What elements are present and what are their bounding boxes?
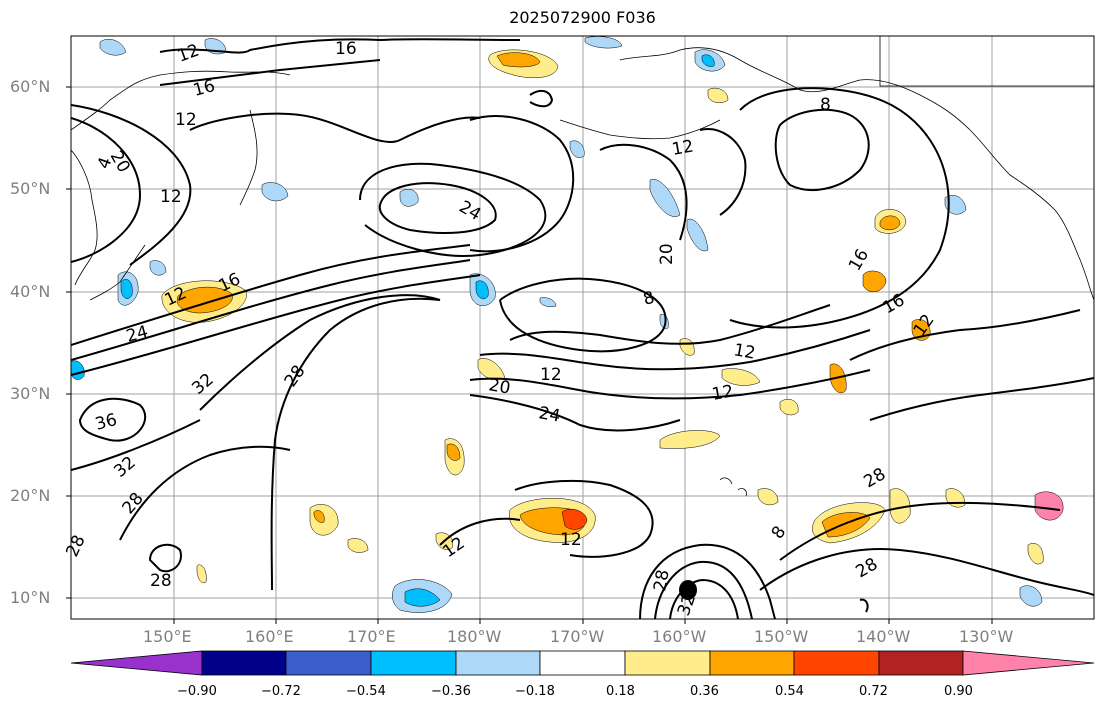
colorbar-tick-label: 0.54 — [775, 684, 804, 699]
contours — [71, 38, 1094, 619]
coastline-kamchatka — [239, 109, 258, 206]
colorbar-segment — [878, 650, 964, 676]
contour-label: 20 — [657, 243, 677, 265]
contour-label: 12 — [732, 340, 757, 363]
colorbar-segment — [624, 650, 711, 676]
contour-label: 16 — [335, 39, 357, 59]
warm-patch — [1034, 491, 1064, 521]
warm-patch — [347, 538, 369, 553]
colorbar-segment — [539, 650, 626, 676]
colorbar-segment — [201, 650, 287, 676]
colorbar-tick-label: −0.90 — [177, 684, 217, 699]
colorbar-segment — [455, 650, 541, 676]
cool-patch — [261, 182, 289, 202]
colorbar-extend-high — [962, 650, 1095, 676]
colorbar-segment — [285, 650, 372, 676]
shading-patches — [71, 36, 1064, 613]
map-title: 2025072900 F036 — [509, 8, 656, 27]
warm-patch — [779, 399, 799, 416]
colorbar-extend-low — [70, 650, 203, 676]
lon-label: 170°E — [347, 627, 396, 646]
colorbar-segment — [709, 650, 795, 676]
contour-label: 8 — [820, 95, 831, 115]
lon-label: 160°W — [652, 627, 707, 646]
colorbar-tick-label: −0.36 — [431, 684, 471, 699]
lat-label: 10°N — [10, 588, 51, 607]
cool-patch — [120, 279, 133, 299]
colorbar-tick-label: 0.90 — [944, 684, 973, 699]
cool-patch — [944, 195, 967, 215]
lat-label: 40°N — [10, 282, 51, 301]
cool-patch — [99, 39, 127, 56]
coastlines — [71, 36, 1094, 497]
contour-label: 28 — [150, 571, 172, 591]
colorbar-tick-label: −0.18 — [515, 684, 555, 699]
warm-patch — [446, 443, 461, 461]
warm-patch — [889, 488, 911, 524]
colorbar-tick-label: 0.72 — [859, 684, 888, 699]
contour-label: 8 — [641, 288, 657, 310]
cool-patch — [701, 54, 715, 67]
contour-dot — [679, 580, 697, 600]
colorbar-tick-label: −0.72 — [261, 684, 301, 699]
cool-patch — [1019, 585, 1043, 607]
warm-patch — [496, 52, 541, 68]
cool-patch — [686, 218, 709, 252]
colorbar-segment — [370, 650, 457, 676]
cool-patch — [404, 588, 441, 607]
contour-label: 24 — [537, 403, 562, 426]
lon-label: 160°E — [245, 627, 294, 646]
colorbar-tick-label: 0.18 — [606, 684, 635, 699]
colorbar-tick-label: 0.36 — [690, 684, 719, 699]
warm-patch — [862, 270, 887, 292]
lon-label: 130°W — [959, 627, 1014, 646]
warm-patch — [196, 564, 207, 584]
cool-patch — [569, 140, 585, 158]
lon-label: 150°E — [143, 627, 192, 646]
lon-label: 150°W — [754, 627, 809, 646]
cool-patch — [539, 297, 557, 308]
contour-label: 12 — [160, 187, 182, 207]
cool-patch — [475, 280, 489, 300]
contour-label: 12 — [540, 365, 562, 385]
contour-label: 20 — [487, 375, 512, 398]
lon-label: 170°W — [550, 627, 605, 646]
cool-patch — [149, 260, 167, 276]
cool-patch — [584, 36, 623, 49]
warm-patch — [313, 510, 325, 523]
contour-label: 12 — [175, 110, 197, 130]
lat-label: 30°N — [10, 384, 51, 403]
colorbar-tick-label: −0.54 — [346, 684, 386, 699]
colorbar — [70, 650, 1095, 676]
cool-patch — [649, 179, 681, 217]
warm-patch — [707, 87, 729, 104]
contour-label: 12 — [710, 381, 735, 404]
lat-label: 60°N — [10, 77, 51, 96]
coastline-asia — [71, 70, 291, 301]
warm-patch — [721, 368, 761, 386]
lon-label: 140°W — [856, 627, 911, 646]
lat-label: 50°N — [10, 179, 51, 198]
warm-patch — [757, 488, 779, 506]
warm-patch — [1027, 543, 1044, 565]
contour-label: 12 — [560, 530, 582, 550]
colorbar-segment — [793, 650, 880, 676]
contour-label: 12 — [670, 136, 695, 159]
coastline-hawaii — [719, 477, 747, 497]
lon-label: 180°W — [447, 627, 502, 646]
gridlines — [71, 36, 1094, 619]
warm-patch — [659, 430, 721, 449]
contour-label: 28 — [650, 568, 673, 593]
coastline-aleutians — [559, 119, 721, 140]
coastline-alaska — [619, 47, 1094, 301]
warm-patch — [561, 509, 588, 530]
warm-patch — [477, 358, 506, 380]
lat-label: 20°N — [10, 486, 51, 505]
axis-ticks — [66, 86, 993, 624]
coastline-canada — [879, 36, 1094, 87]
cool-patch — [399, 189, 419, 207]
warm-patch — [879, 215, 901, 231]
